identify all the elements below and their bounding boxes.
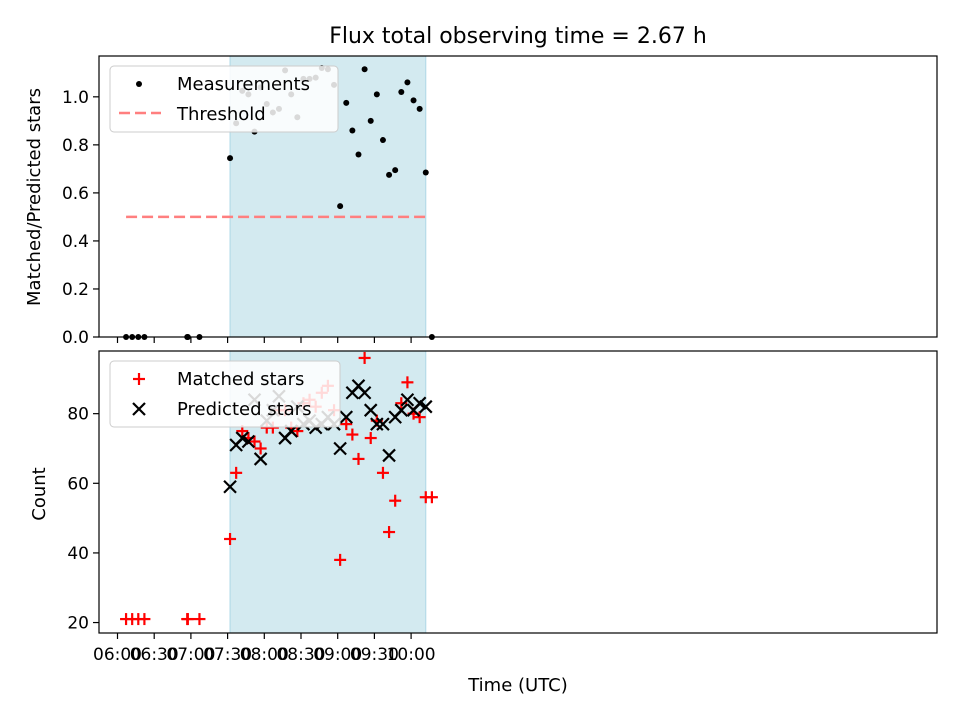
measurement-point (355, 151, 362, 158)
predicted-star-point (253, 452, 268, 466)
measurement-point (422, 169, 429, 176)
matched-star-point (224, 533, 237, 545)
bottom-ytick-label: 40 (67, 544, 89, 564)
bottom-xtick-label: 06:30 (130, 645, 179, 665)
top-panel: Flux total observing time = 2.67 h 0.00.… (24, 24, 938, 348)
measurement-point (361, 66, 368, 73)
legend-predicted-marker (132, 402, 146, 416)
measurement-point (386, 171, 393, 178)
predicted-star-point (357, 385, 372, 400)
matched-star-point (425, 491, 438, 504)
predicted-star-point (382, 448, 396, 463)
matched-star-point (364, 432, 377, 445)
measurement-point (398, 89, 405, 96)
predicted-star-point (418, 399, 433, 414)
bottom-xtick-label: 07:00 (166, 645, 215, 665)
bottom-xtick-label: 07:30 (203, 645, 252, 665)
bottom-legend: Matched stars Predicted stars (109, 360, 341, 428)
measurement-point (373, 91, 380, 98)
matched-star-point (383, 526, 396, 539)
top-ytick-label: 0.0 (62, 328, 89, 348)
matched-star-point (413, 411, 426, 424)
top-legend: Measurements Threshold (109, 65, 339, 133)
chart-title: Flux total observing time = 2.67 h (329, 24, 707, 49)
bottom-xtick-label: 08:30 (276, 645, 325, 665)
predicted-star-point (333, 441, 347, 456)
bottom-xtick-label: 06:00 (93, 645, 142, 665)
predicted-star-point (370, 417, 384, 431)
predicted-star-point (400, 392, 415, 407)
matched-star-point (193, 613, 206, 626)
bottom-x-axis: 06:0006:3007:0007:3008:0008:3009:0009:30… (93, 633, 436, 665)
matched-star-point (181, 613, 194, 626)
top-ytick-label: 0.2 (62, 280, 89, 300)
bottom-ylabel: Count (29, 467, 50, 520)
predicted-star-point (412, 396, 427, 411)
measurement-point (349, 127, 356, 134)
legend-threshold-label: Threshold (176, 104, 266, 125)
top-ytick-label: 0.6 (62, 184, 89, 204)
matched-star-point (376, 466, 389, 479)
matched-star-point (340, 418, 353, 431)
predicted-star-point (363, 403, 378, 417)
legend-measurements-marker (136, 81, 142, 87)
bottom-xtick-label: 09:00 (313, 645, 362, 665)
predicted-star-point (223, 479, 237, 494)
bottom-xlabel: Time (UTC) (467, 675, 568, 696)
bottom-plot-frame (98, 350, 938, 634)
measurement-point (337, 203, 344, 210)
matched-star-point (254, 442, 267, 455)
top-ytick-label: 0.8 (62, 136, 89, 156)
bottom-ytick-label: 60 (67, 474, 89, 494)
measurement-point (392, 167, 399, 174)
matched-star-point (352, 452, 365, 465)
top-plot-frame (98, 55, 938, 338)
measurement-point (416, 105, 423, 112)
predicted-star-point (376, 417, 390, 431)
top-ytick-label: 1.0 (62, 88, 89, 108)
top-ytick-label: 0.4 (62, 232, 89, 252)
predicted-star-point (241, 434, 256, 449)
top-x-ticks (116, 337, 412, 343)
measurement-point (227, 155, 234, 162)
matched-star-point (358, 351, 371, 364)
top-y-axis: 0.0 0.2 0.4 0.6 0.8 1.0 (62, 88, 99, 348)
matched-star-point (346, 428, 359, 441)
legend-matched-marker (133, 373, 145, 385)
measurement-point (379, 137, 386, 144)
predicted-star-point (235, 431, 250, 445)
bottom-xtick-label: 10:00 (387, 645, 436, 665)
bottom-xtick-label: 08:00 (240, 645, 289, 665)
bottom-legend-box (109, 360, 341, 428)
legend-matched-label: Matched stars (177, 369, 304, 390)
matched-star-point (248, 435, 261, 448)
measurement-point (343, 99, 350, 106)
measurement-point (404, 79, 411, 86)
matched-star-point (138, 613, 151, 626)
bottom-xtick-label: 09:30 (350, 645, 399, 665)
top-ylabel: Matched/Predicted stars (24, 88, 45, 306)
top-legend-box (109, 65, 339, 133)
legend-predicted-label: Predicted stars (177, 399, 311, 420)
bottom-y-axis: 20 40 60 80 (67, 405, 99, 634)
legend-measurements-label: Measurements (177, 74, 310, 95)
matched-star-point (389, 494, 402, 507)
bottom-ytick-label: 20 (67, 614, 89, 634)
bottom-ytick-label: 80 (67, 405, 89, 425)
predicted-star-point (339, 410, 354, 424)
matched-star-point (334, 553, 347, 566)
matched-star-point (230, 466, 243, 479)
measurement-point (410, 97, 417, 104)
predicted-star-point (394, 403, 409, 417)
measurement-point (367, 117, 374, 124)
matched-star-point (401, 376, 414, 389)
